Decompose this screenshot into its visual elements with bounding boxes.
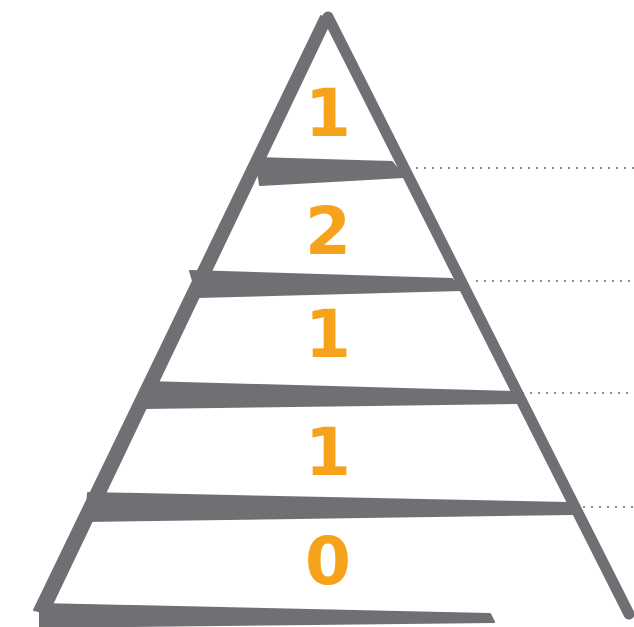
- level-3-label: 1: [305, 296, 351, 373]
- guide-lines: [416, 167, 634, 508]
- pyramid-separator-2: [189, 270, 463, 298]
- pyramid-separator-1: [255, 157, 405, 186]
- level-4-label: 1: [305, 414, 351, 491]
- level-1-label: 1: [305, 75, 351, 152]
- pyramid-left-edge: [33, 15, 332, 614]
- pyramid-right-edge: [322, 11, 634, 620]
- level-5-label: 0: [305, 523, 351, 600]
- pyramid-separator-4: [85, 492, 574, 522]
- level-2-label: 2: [305, 193, 351, 270]
- level-labels: 1 2 1 1 0: [305, 75, 351, 600]
- pyramid-outline: [33, 11, 634, 627]
- pyramid-separator-3: [144, 381, 519, 409]
- pyramid-base: [39, 603, 495, 627]
